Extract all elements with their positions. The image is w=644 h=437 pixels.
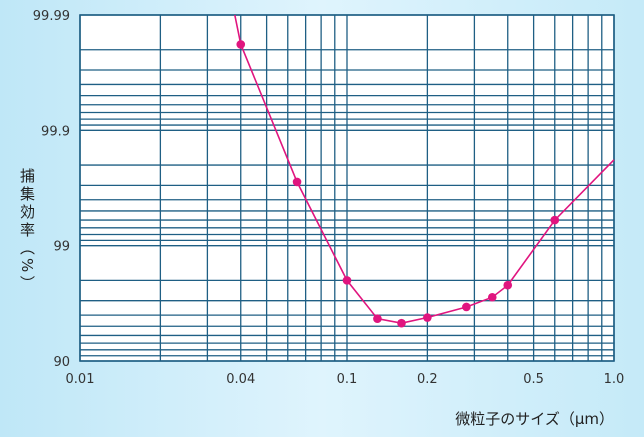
series-layer bbox=[234, 14, 615, 328]
grid bbox=[79, 14, 615, 362]
x-tick-label: 0.2 bbox=[417, 372, 438, 387]
data-point bbox=[373, 314, 382, 324]
y-tick-label: 99.99 bbox=[33, 9, 70, 24]
x-tick-label: 1.0 bbox=[604, 372, 625, 387]
x-axis-label: 微粒子のサイズ（μm） bbox=[455, 410, 614, 428]
x-tick-label: 0.04 bbox=[226, 372, 255, 387]
data-point bbox=[503, 280, 513, 290]
data-point bbox=[292, 177, 302, 187]
series-line bbox=[234, 14, 615, 325]
y-tick-labels: 90 99 99.9 99.99 bbox=[33, 9, 70, 370]
data-point bbox=[550, 215, 560, 225]
data-point bbox=[236, 40, 246, 49]
x-tick-label: 0.01 bbox=[66, 372, 95, 387]
data-point bbox=[397, 318, 406, 328]
x-tick-labels: 0.01 0.04 0.1 0.2 0.5 1.0 bbox=[66, 372, 625, 387]
data-point bbox=[462, 302, 471, 312]
y-axis-label: 捕集効率（%） bbox=[18, 168, 36, 293]
y-tick-label: 99.9 bbox=[41, 124, 70, 139]
data-point bbox=[342, 276, 352, 285]
y-tick-label: 99 bbox=[53, 240, 70, 255]
x-tick-label: 0.5 bbox=[523, 372, 544, 387]
x-tick-label: 0.1 bbox=[337, 372, 358, 387]
data-point bbox=[423, 313, 432, 322]
plot-frame bbox=[79, 14, 615, 362]
data-point bbox=[487, 292, 497, 302]
y-tick-label: 90 bbox=[53, 355, 70, 370]
